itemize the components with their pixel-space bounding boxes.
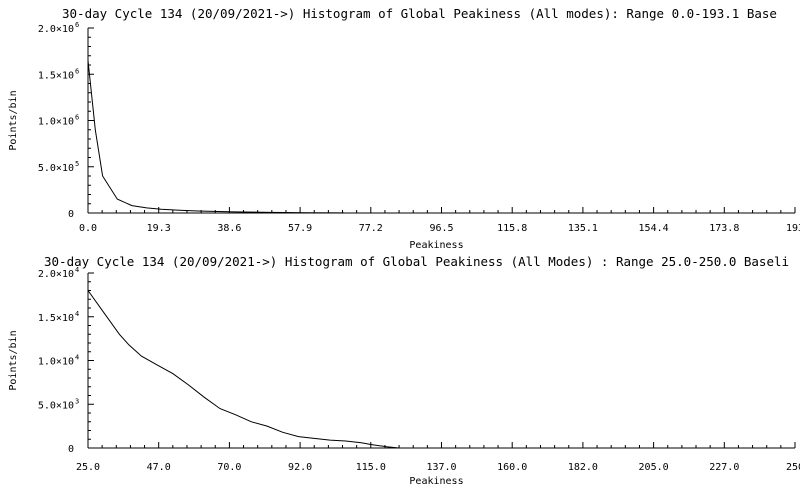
y-tick-label: 1.0×10	[38, 357, 74, 368]
x-tick-label: 47.0	[147, 462, 171, 473]
x-tick-label: 193	[786, 223, 800, 234]
x-tick-label: 250	[786, 462, 800, 473]
y-tick-exponent: 5	[75, 160, 79, 168]
x-axis-label: Peakiness	[409, 240, 463, 251]
x-tick-label: 115.0	[356, 462, 386, 473]
series-line-1	[87, 290, 400, 449]
y-tick-label: 0	[68, 444, 74, 455]
chart-title: 30-day Cycle 134 (20/09/2021->) Histogra…	[62, 6, 777, 21]
y-tick-exponent: 4	[75, 266, 79, 274]
x-tick-label: 135.1	[568, 223, 598, 234]
y-tick-exponent: 6	[75, 114, 79, 122]
x-tick-label: 77.2	[359, 223, 383, 234]
y-tick-label: 2.0×10	[38, 269, 74, 280]
y-tick-label: 5.0×10	[38, 400, 74, 411]
y-axis-label: Points/bin	[8, 90, 19, 150]
x-tick-label: 173.8	[709, 223, 739, 234]
x-tick-label: 137.0	[426, 462, 456, 473]
x-tick-label: 160.0	[497, 462, 527, 473]
y-tick-exponent: 4	[75, 310, 79, 318]
x-tick-label: 19.3	[147, 223, 171, 234]
x-tick-label: 92.0	[288, 462, 312, 473]
x-tick-label: 25.0	[76, 462, 100, 473]
series-line-1	[87, 60, 345, 214]
y-tick-exponent: 3	[75, 397, 79, 405]
x-tick-label: 227.0	[709, 462, 739, 473]
y-tick-exponent: 4	[75, 354, 79, 362]
x-tick-label: 0.0	[79, 223, 97, 234]
chart-title: 30-day Cycle 134 (20/09/2021->) Histogra…	[44, 254, 789, 269]
y-axis-label: Points/bin	[8, 330, 19, 390]
y-tick-label: 0	[68, 209, 74, 220]
x-tick-label: 57.9	[288, 223, 312, 234]
x-tick-label: 115.8	[497, 223, 527, 234]
x-tick-label: 182.0	[568, 462, 598, 473]
x-axis-label: Peakiness	[409, 476, 463, 487]
x-tick-label: 96.5	[429, 223, 453, 234]
x-tick-label: 205.0	[639, 462, 669, 473]
y-tick-exponent: 6	[75, 21, 79, 29]
y-tick-exponent: 6	[75, 67, 79, 75]
chart-panel-2: 30-day Cycle 134 (20/09/2021->) Histogra…	[8, 254, 800, 487]
y-tick-label: 5.0×10	[38, 163, 74, 174]
x-tick-label: 70.0	[217, 462, 241, 473]
x-tick-label: 154.4	[639, 223, 669, 234]
x-tick-label: 38.6	[217, 223, 241, 234]
chart-panel-1: 30-day Cycle 134 (20/09/2021->) Histogra…	[8, 6, 800, 251]
y-tick-label: 1.0×10	[38, 117, 74, 128]
y-tick-label: 2.0×10	[38, 24, 74, 35]
y-tick-label: 1.5×10	[38, 313, 74, 324]
y-tick-label: 1.5×10	[38, 70, 74, 81]
